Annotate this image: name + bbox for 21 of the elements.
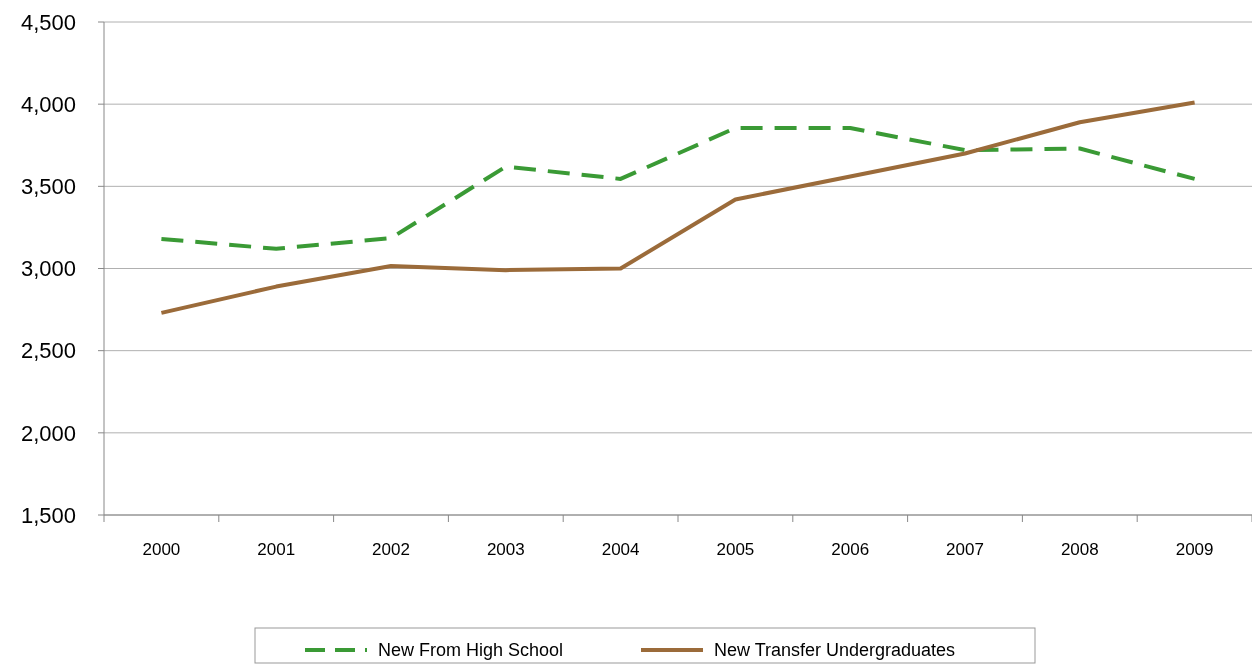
y-tick-label: 3,000: [20, 256, 76, 282]
y-tick-label: 2,500: [20, 338, 76, 364]
x-tick-label: 2002: [372, 540, 410, 559]
x-tick-label: 2001: [257, 540, 296, 559]
y-tick-label: 2,000: [20, 420, 76, 446]
y-tick-label: 4,500: [20, 9, 76, 35]
y-tick-label: 4,000: [20, 91, 76, 117]
x-tick-label: 2005: [716, 540, 755, 559]
x-tick-label: 2008: [1060, 540, 1099, 559]
legend-label: New Transfer Undergraduates: [714, 640, 956, 661]
line-series: [159, 126, 1197, 251]
y-tick-label: 3,500: [20, 174, 76, 200]
x-tick-label: 2003: [486, 540, 525, 559]
x-tick-label: 2007: [946, 540, 984, 559]
x-tick-label: 2009: [1175, 540, 1214, 559]
x-tick-label: 2006: [831, 540, 870, 559]
legend-label: New From High School: [378, 640, 564, 661]
line-series: [159, 100, 1197, 315]
x-tick-label: 2000: [142, 540, 181, 559]
y-tick-label: 1,500: [20, 502, 76, 528]
x-tick-label: 2004: [601, 540, 640, 559]
